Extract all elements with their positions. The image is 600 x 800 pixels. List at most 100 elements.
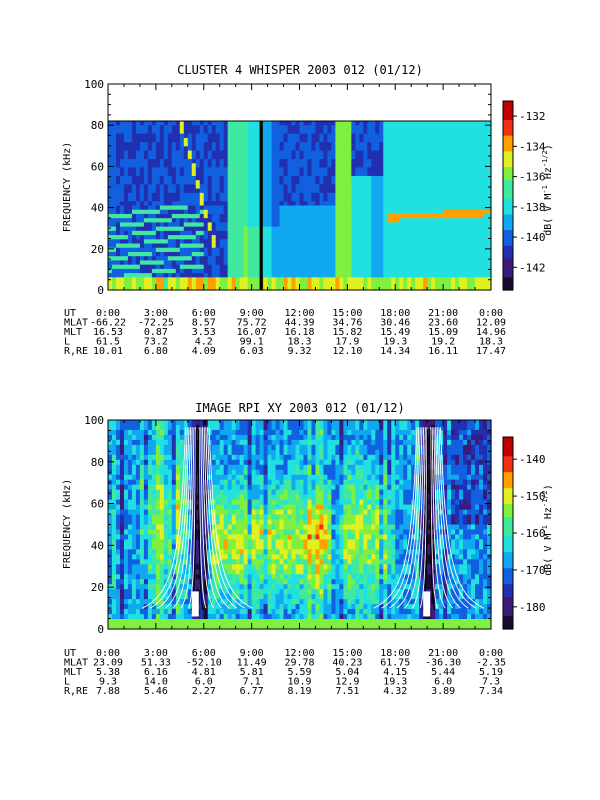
spectrogram-cell	[319, 129, 325, 135]
spectrogram-cell	[399, 129, 404, 135]
spectrogram-cell	[123, 464, 129, 471]
spectrogram-cell	[243, 281, 249, 287]
spectrogram-cell	[339, 235, 344, 240]
spectrogram-cell	[367, 213, 372, 219]
spectrogram-cell	[411, 188, 416, 194]
spectrogram-cell	[215, 251, 221, 257]
spectrogram-cell	[155, 243, 161, 249]
spectrogram-cell	[395, 184, 400, 190]
spectrogram-cell	[123, 449, 129, 456]
spectrogram-cell	[307, 243, 313, 249]
spectrogram-cell	[287, 247, 293, 253]
spectrogram-cell	[315, 142, 321, 147]
spectrogram-cell	[387, 222, 392, 228]
spectrogram-cell	[143, 125, 149, 131]
spectrogram-cell	[231, 230, 237, 236]
spectrogram-cell	[371, 192, 376, 198]
spectrogram-cell	[183, 429, 189, 436]
spectrogram-cell	[131, 247, 137, 253]
spectrogram-cell	[175, 604, 181, 610]
spectrogram-cell	[147, 154, 153, 160]
spectrogram-cell	[391, 133, 396, 139]
spectrogram-cell	[287, 192, 293, 198]
spectrogram-cell	[115, 594, 121, 600]
spectrogram-cell	[119, 235, 125, 240]
spectrogram-cell	[339, 167, 344, 173]
spectrogram-cell	[331, 180, 337, 185]
spectrogram-cell	[459, 129, 464, 135]
spectrogram-cell	[207, 150, 213, 156]
spectrogram-cell	[467, 142, 472, 147]
spectrogram-cell	[203, 247, 209, 253]
spectrogram-cell	[263, 197, 269, 202]
spectrogram-cell	[359, 201, 364, 207]
spectrogram-cell	[143, 163, 149, 169]
spectrogram-cell	[403, 171, 408, 177]
spectrogram-cell	[199, 125, 205, 131]
spectrogram-cell	[175, 175, 181, 181]
spectrogram-cell	[263, 184, 269, 190]
spectrogram-cell	[108, 424, 113, 431]
colorbar-label: dB( V M-1 Hz-1/2)	[541, 144, 554, 236]
spectrogram-cell	[395, 159, 400, 164]
spectrogram-cell	[147, 285, 153, 291]
spectrogram-cell	[439, 226, 444, 232]
spectrogram-cell	[431, 239, 436, 245]
spectrogram-cell	[411, 239, 416, 245]
spectrogram-cell	[127, 197, 133, 202]
spectrogram-cell	[275, 273, 281, 278]
spectrogram-cell	[171, 125, 177, 131]
spectrogram-cell	[179, 125, 185, 131]
spectrogram-cell	[447, 273, 452, 278]
spectrogram-cell	[163, 264, 169, 270]
spectrogram-cell	[227, 159, 233, 164]
spectrogram-cell	[387, 256, 392, 262]
spectrogram-cell	[159, 474, 165, 481]
spectrogram-cell	[375, 281, 380, 287]
spectrogram-cell	[191, 514, 197, 521]
spectrogram-cell	[487, 180, 492, 185]
spectrogram-cell	[159, 121, 165, 126]
spectrogram-cell	[391, 150, 396, 156]
spectrogram-cell	[479, 218, 484, 223]
spectrogram-cell	[287, 154, 293, 160]
spectrogram-cell	[179, 209, 185, 215]
ephemeris-row-label: MLAT	[64, 318, 88, 329]
spectrogram-cell	[127, 184, 133, 190]
spectrogram-cell	[163, 549, 169, 555]
spectrogram-cell	[108, 218, 113, 223]
ephemeris-value: 15.49	[380, 327, 410, 338]
spectrogram-cell	[335, 209, 340, 215]
spectrogram-cell	[295, 230, 301, 236]
spectrogram-cell	[155, 222, 161, 228]
spectrogram-cell	[227, 285, 233, 291]
spectrogram-cell	[143, 175, 149, 181]
spectrogram-cell	[167, 281, 173, 287]
spectrogram-cell	[439, 285, 444, 291]
spectrogram-cell	[111, 494, 117, 501]
spectrogram-cell	[123, 564, 129, 570]
spectrogram-cell	[171, 489, 177, 496]
spectrogram-cell	[303, 163, 309, 169]
spectrogram-cell	[383, 218, 388, 223]
spectrogram-cell	[271, 175, 277, 181]
y-tick-label: 20	[91, 243, 104, 256]
spectrogram-cell	[143, 251, 149, 257]
ephemeris-value: 16.53	[93, 327, 123, 338]
spectrogram-cell	[243, 226, 249, 232]
spectrogram-cell	[275, 256, 281, 262]
spectrogram-cell	[191, 222, 197, 228]
spectrogram-cell	[483, 243, 488, 249]
spectrogram-cell	[303, 222, 309, 228]
spectrogram-cell	[183, 201, 189, 207]
spectrogram-cell	[467, 273, 472, 278]
spectrogram-cell	[387, 159, 392, 164]
spectrogram-cell	[207, 129, 213, 135]
spectrogram-cell	[359, 163, 364, 169]
spectrogram-cell	[283, 129, 289, 135]
spectrogram-cell	[267, 218, 273, 223]
spectrogram-cell	[267, 256, 273, 262]
spectrogram-cell	[311, 226, 317, 232]
spectrogram-cell	[447, 268, 452, 274]
spectrogram-cell	[415, 281, 420, 287]
